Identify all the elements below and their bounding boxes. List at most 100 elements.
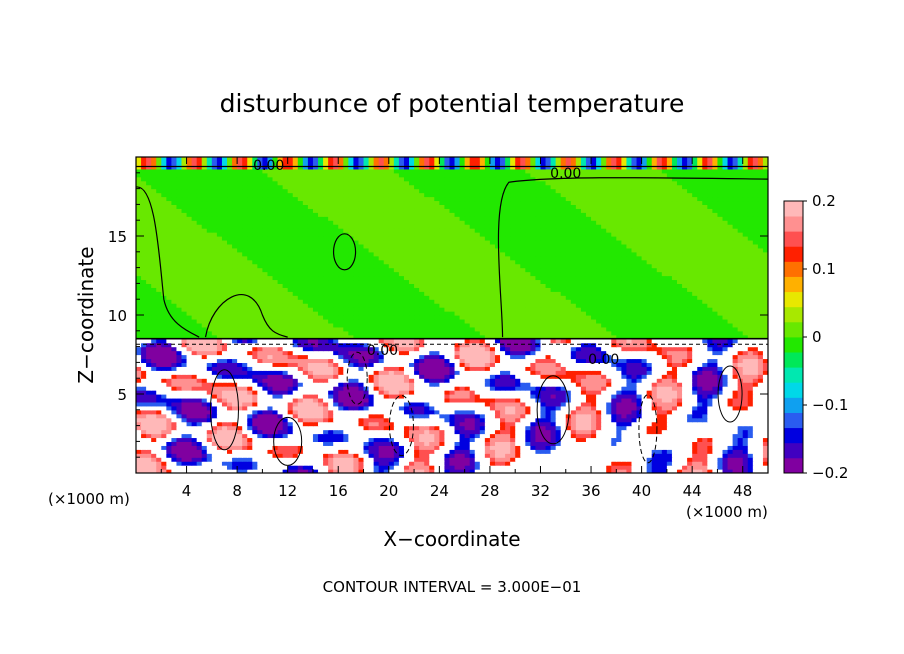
field-cell: [555, 394, 562, 399]
field-cell: [419, 366, 425, 371]
field-cell: [697, 405, 703, 411]
field-cell: [161, 315, 167, 320]
field-cell: [211, 338, 218, 344]
field-cell: [449, 330, 456, 336]
field-cell: [494, 461, 501, 466]
field-cell: [318, 429, 324, 435]
field-cell: [464, 366, 471, 371]
field-cell: [555, 425, 562, 431]
field-cell: [580, 449, 587, 454]
field-cell: [621, 326, 628, 332]
field-cell: [186, 366, 193, 371]
field-cell: [358, 394, 365, 399]
field-cell: [601, 315, 607, 320]
field-cell: [171, 441, 178, 446]
field-cell: [606, 382, 612, 387]
field-cell: [752, 342, 759, 348]
field-cell: [651, 441, 658, 446]
field-cell: [510, 342, 516, 348]
field-cell: [722, 409, 729, 415]
field-cell: [156, 390, 162, 395]
field-cell: [500, 433, 506, 439]
field-cell: [232, 315, 238, 320]
field-cell: [181, 397, 188, 403]
field-cell: [555, 409, 562, 415]
field-cell: [449, 457, 456, 462]
field-cell: [444, 378, 451, 383]
field-cell: [712, 461, 719, 466]
field-cell: [247, 401, 253, 407]
field-cell: [403, 330, 410, 336]
field-cell: [348, 453, 355, 458]
field-cell: [368, 461, 375, 466]
field-cell: [570, 469, 577, 473]
field-cell: [449, 421, 456, 427]
field-cell: [626, 354, 633, 360]
field-cell: [146, 457, 152, 462]
field-cell: [469, 390, 476, 395]
field-cell: [216, 413, 223, 419]
field-cell: [762, 350, 768, 356]
field-cell: [333, 350, 339, 356]
field-cell: [398, 382, 405, 387]
field-cell: [565, 457, 572, 462]
field-cell: [302, 370, 309, 375]
field-cell: [692, 318, 698, 324]
field-cell: [312, 322, 319, 328]
field-cell: [601, 469, 607, 473]
field-cell: [575, 382, 582, 387]
field-cell: [307, 413, 314, 419]
field-cell: [307, 346, 314, 352]
field-cell: [510, 362, 516, 367]
field-cell: [591, 326, 597, 332]
field-cell: [186, 362, 193, 367]
field-cell: [575, 445, 582, 450]
field-cell: [454, 453, 461, 458]
field-cell: [161, 433, 167, 439]
field-cell: [515, 362, 521, 367]
field-cell: [525, 354, 531, 360]
field-cell: [302, 318, 309, 324]
field-cell: [626, 401, 633, 407]
field-cell: [297, 417, 304, 423]
field-cell: [656, 315, 663, 320]
field-cell: [484, 315, 491, 320]
field-cell: [515, 394, 521, 399]
field-cell: [484, 378, 491, 383]
field-cell: [368, 429, 375, 435]
field-cell: [722, 386, 729, 391]
field-cell: [186, 397, 193, 403]
field-cell: [444, 374, 451, 379]
field-cell: [626, 405, 633, 411]
field-cell: [378, 362, 385, 367]
field-cell: [712, 334, 719, 340]
field-cell: [262, 338, 269, 344]
field-cell: [606, 469, 612, 473]
field-cell: [252, 326, 258, 332]
field-cell: [474, 425, 481, 431]
field-cell: [575, 425, 582, 431]
field-cell: [353, 370, 360, 375]
field-cell: [737, 394, 744, 399]
field-cell: [550, 433, 557, 439]
field-cell: [575, 421, 582, 427]
field-cell: [287, 390, 294, 395]
field-cell: [459, 346, 466, 352]
field-cell: [489, 429, 496, 435]
field-cell: [505, 346, 511, 352]
field-cell: [550, 370, 557, 375]
field-cell: [353, 346, 360, 352]
field-cell: [500, 429, 506, 435]
field-cell: [676, 469, 683, 473]
field-cell: [479, 354, 486, 360]
field-cell: [651, 433, 658, 439]
field-cell: [186, 461, 193, 466]
field-cell: [161, 318, 167, 324]
field-cell: [727, 370, 734, 375]
field-cell: [287, 350, 294, 356]
field-cell: [146, 386, 152, 391]
field-cell: [505, 342, 511, 348]
field-cell: [277, 429, 284, 435]
field-cell: [393, 401, 400, 407]
field-cell: [474, 366, 481, 371]
